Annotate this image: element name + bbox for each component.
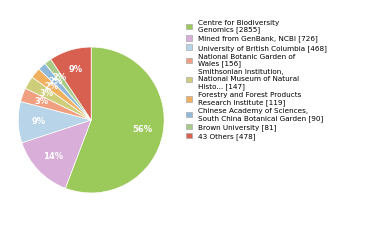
Wedge shape — [51, 47, 91, 120]
Text: 2%: 2% — [49, 77, 63, 86]
Wedge shape — [18, 102, 91, 143]
Wedge shape — [65, 47, 164, 193]
Text: 3%: 3% — [39, 89, 53, 98]
Text: 2%: 2% — [53, 73, 67, 82]
Text: 3%: 3% — [35, 97, 49, 106]
Text: 2%: 2% — [44, 82, 58, 91]
Text: 9%: 9% — [69, 65, 83, 74]
Wedge shape — [32, 69, 91, 120]
Text: 56%: 56% — [133, 125, 153, 134]
Wedge shape — [21, 88, 91, 120]
Wedge shape — [22, 120, 91, 188]
Wedge shape — [39, 64, 91, 120]
Wedge shape — [25, 77, 91, 120]
Legend: Centre for Biodiversity
Genomics [2855], Mined from GenBank, NCBI [726], Univers: Centre for Biodiversity Genomics [2855],… — [186, 20, 326, 140]
Wedge shape — [45, 59, 91, 120]
Text: 14%: 14% — [43, 152, 63, 161]
Text: 9%: 9% — [32, 117, 46, 126]
